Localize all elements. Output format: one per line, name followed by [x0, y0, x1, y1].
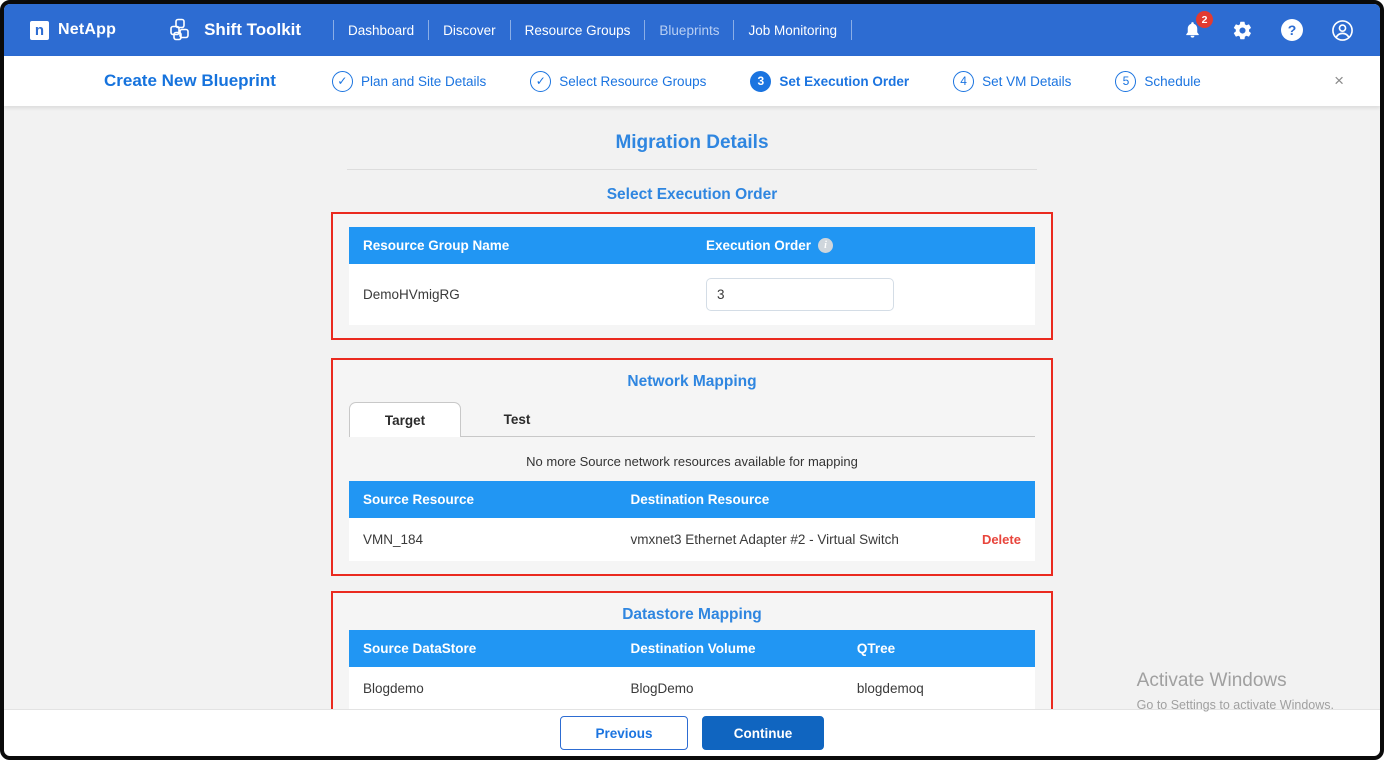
table-header-row: Source Resource Destination Resource: [349, 481, 1035, 518]
top-navbar: n NetApp Shift Toolkit Dashboard Discove…: [4, 4, 1380, 56]
nav-separator: [509, 20, 511, 40]
continue-button[interactable]: Continue: [702, 716, 824, 750]
col-destination-volume: Destination Volume: [630, 641, 756, 656]
col-qtree: QTree: [856, 641, 896, 656]
notifications-bell-icon[interactable]: 2: [1180, 11, 1213, 42]
qtree-cell: blogdemoq: [856, 681, 924, 696]
nav-separator: [333, 20, 335, 40]
table-row: Blogdemo BlogDemo blogdemoq: [349, 667, 1035, 710]
datastore-mapping-table: Source DataStore Destination Volume QTre…: [349, 630, 1035, 710]
step-number-icon: 5: [1115, 70, 1137, 92]
nav-separator: [428, 20, 430, 40]
execution-order-input[interactable]: [706, 278, 894, 311]
network-mapping-tabs: Target Test: [349, 399, 1035, 437]
delete-mapping-link[interactable]: Delete: [981, 532, 1021, 547]
col-destination-resource: Destination Resource: [630, 492, 770, 507]
netapp-logo-icon: n: [30, 20, 49, 40]
source-datastore-cell: Blogdemo: [363, 681, 424, 696]
nav-item-resource-groups[interactable]: Resource Groups: [524, 22, 631, 38]
execution-order-table: Resource Group Name Execution Order i De…: [349, 227, 1035, 325]
step-plan-and-site-details[interactable]: ✓ Plan and Site Details: [331, 70, 486, 92]
col-resource-group-name: Resource Group Name: [363, 238, 510, 253]
page-title: Migration Details: [615, 132, 769, 153]
previous-button[interactable]: Previous: [560, 716, 688, 750]
step-check-icon: ✓: [530, 70, 552, 92]
source-resource-cell: VMN_184: [363, 532, 424, 547]
tab-test[interactable]: Test: [503, 412, 531, 427]
resource-group-name-cell: DemoHVmigRG: [363, 287, 460, 302]
tab-target[interactable]: Target: [349, 402, 461, 437]
brand-name: NetApp: [58, 21, 117, 38]
nav-separator: [851, 20, 853, 40]
watermark-line1: Activate Windows: [1136, 670, 1287, 691]
step-schedule[interactable]: 5 Schedule: [1115, 70, 1201, 92]
step-set-execution-order[interactable]: 3 Set Execution Order: [750, 70, 909, 92]
footer-actions: Previous Continue: [4, 709, 1380, 756]
wizard-title: Create New Blueprint: [104, 71, 276, 90]
col-source-datastore: Source DataStore: [363, 641, 477, 656]
nav-separator: [733, 20, 735, 40]
nav-separator: [644, 20, 646, 40]
help-icon[interactable]: ?: [1280, 18, 1304, 42]
network-mapping-notice: No more Source network resources availab…: [526, 454, 858, 469]
close-icon[interactable]: ×: [1334, 71, 1344, 90]
network-mapping-table: Source Resource Destination Resource VMN…: [349, 481, 1035, 561]
network-mapping-section: Network Mapping Target Test No more Sour…: [331, 358, 1053, 576]
step-set-vm-details[interactable]: 4 Set VM Details: [953, 70, 1071, 92]
col-actions: [932, 481, 1035, 518]
shift-toolkit-icon: [168, 17, 194, 43]
col-source-resource: Source Resource: [363, 492, 475, 507]
topnav-actions: 2 ?: [1180, 11, 1354, 42]
nav-item-job-monitoring[interactable]: Job Monitoring: [748, 22, 838, 38]
nav-item-discover[interactable]: Discover: [443, 22, 496, 38]
table-header-row: Source DataStore Destination Volume QTre…: [349, 630, 1035, 667]
col-execution-order: Execution Order i: [692, 227, 1035, 264]
step-number-icon: 4: [953, 70, 975, 92]
nav-item-blueprints[interactable]: Blueprints: [659, 22, 720, 38]
title-divider: [347, 169, 1037, 170]
table-row: VMN_184 vmxnet3 Ethernet Adapter #2 - Vi…: [349, 518, 1035, 561]
settings-gear-icon[interactable]: [1230, 18, 1254, 42]
datastore-mapping-title: Datastore Mapping: [622, 606, 762, 623]
wizard-stepbar: Create New Blueprint ✓ Plan and Site Det…: [4, 56, 1380, 106]
notification-badge: 2: [1196, 11, 1213, 28]
datastore-mapping-section: Datastore Mapping Source DataStore Desti…: [331, 591, 1053, 725]
execution-order-section: Resource Group Name Execution Order i De…: [331, 212, 1053, 340]
activate-windows-watermark: Activate Windows Go to Settings to activ…: [1137, 670, 1334, 712]
step-select-resource-groups[interactable]: ✓ Select Resource Groups: [530, 70, 706, 92]
table-header-row: Resource Group Name Execution Order i: [349, 227, 1035, 264]
execution-order-heading: Select Execution Order: [606, 186, 778, 203]
netapp-brand[interactable]: n NetApp: [30, 20, 117, 40]
destination-volume-cell: BlogDemo: [630, 681, 694, 696]
app-brand: Shift Toolkit: [168, 17, 301, 43]
destination-resource-cell: vmxnet3 Ethernet Adapter #2 - Virtual Sw…: [630, 532, 899, 547]
table-row: DemoHVmigRG: [349, 264, 1035, 325]
watermark-line2: Go to Settings to activate Windows.: [1136, 698, 1334, 712]
main-content: Migration Details Select Execution Order…: [4, 106, 1380, 725]
network-mapping-title: Network Mapping: [627, 373, 757, 390]
step-check-icon: ✓: [331, 70, 353, 92]
nav-item-dashboard[interactable]: Dashboard: [348, 22, 415, 38]
info-icon[interactable]: i: [818, 238, 834, 253]
app-title: Shift Toolkit: [204, 20, 302, 39]
user-account-icon[interactable]: [1330, 18, 1354, 42]
step-number-icon: 3: [750, 70, 772, 92]
